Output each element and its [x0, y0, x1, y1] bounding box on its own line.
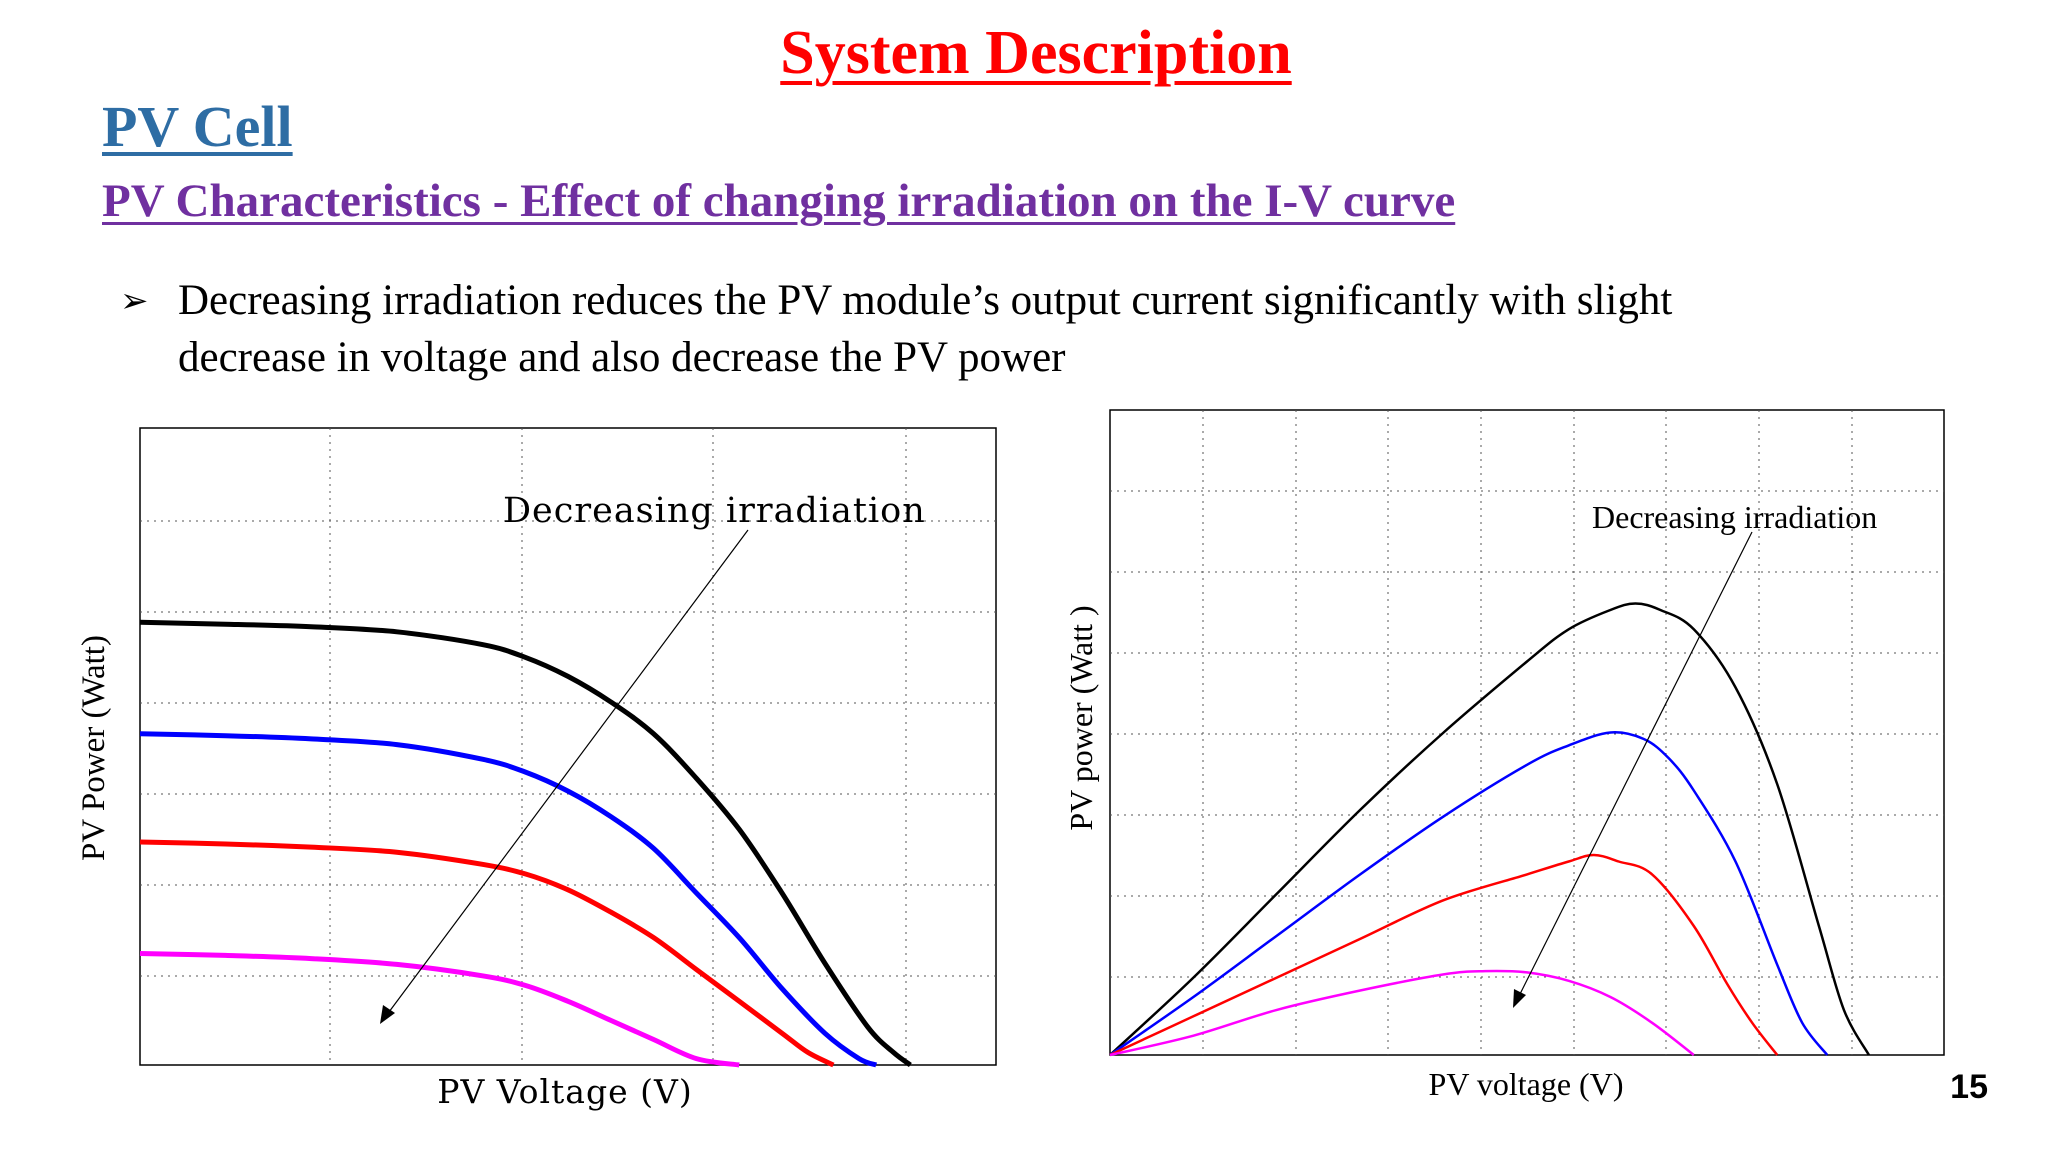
right-annotation-label: Decreasing irradiation [1592, 499, 1877, 535]
right-x-axis-label: PV voltage (V) [1429, 1066, 1624, 1102]
right-series-line-4 [1109, 969, 1695, 1057]
left-x-axis-label: PV Voltage (V) [437, 1072, 692, 1111]
left-series-line-2 [139, 731, 878, 1068]
right-plot-frame [1109, 409, 1945, 1056]
right-y-axis-label: PV power (Watt ) [1063, 605, 1099, 830]
left-plot-frame [139, 427, 997, 1066]
left-series-group [139, 619, 912, 1068]
right-annotation-arrow [1516, 531, 1753, 1001]
subsection-title: PV Characteristics - Effect of changing … [102, 175, 1456, 227]
right-series-line-3 [1109, 853, 1779, 1057]
slide-title: System Description [780, 19, 1292, 87]
section-title: PV Cell [102, 94, 293, 159]
left-annotation-label: Decreasing irradiation [503, 491, 926, 531]
left-y-axis-label: PV Power (Watt) [76, 635, 112, 861]
left-annotation-arrow [385, 529, 749, 1017]
right-annotation-arrowhead [1513, 989, 1526, 1008]
left-annotation-arrowhead [380, 1005, 395, 1024]
bullet-point: ➢ Decreasing irradiation reduces the PV … [120, 272, 1760, 386]
left-grid [140, 428, 996, 1065]
left-series-line-3 [139, 839, 835, 1068]
left-series-line-4 [139, 951, 740, 1068]
right-series-line-2 [1109, 731, 1829, 1057]
right-series-group [1109, 602, 1870, 1057]
arrow-bullet-icon: ➢ [120, 281, 149, 321]
bullet-text: Decreasing irradiation reduces the PV mo… [178, 277, 1673, 381]
page-number: 15 [1950, 1068, 1988, 1106]
right-grid [1110, 410, 1944, 1055]
right-series-line-1 [1109, 602, 1870, 1056]
left-series-line-1 [139, 619, 912, 1068]
